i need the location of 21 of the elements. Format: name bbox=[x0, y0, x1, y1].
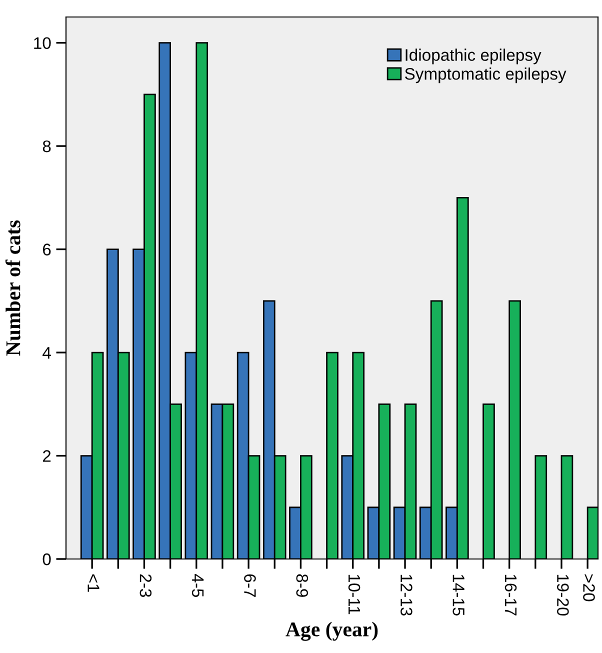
x-tick-label: 16-17 bbox=[504, 574, 517, 616]
x-tick-label: 6-7 bbox=[244, 574, 256, 597]
x-tick-label: 19-20 bbox=[557, 574, 569, 616]
x-tick-label: 12-13 bbox=[400, 574, 412, 616]
x-tick-label: <1 bbox=[88, 574, 100, 592]
y-tick-label: 2 bbox=[42, 450, 51, 462]
legend-label: Symptomatic epilepsy bbox=[404, 68, 566, 84]
x-tick-label: 4-5 bbox=[192, 574, 204, 597]
y-tick-label: 6 bbox=[42, 244, 51, 256]
y-tick-label: 10 bbox=[34, 37, 51, 50]
y-tick-label: 4 bbox=[42, 347, 51, 359]
x-tick-label: 14-15 bbox=[452, 574, 464, 616]
x-tick-label: 10-11 bbox=[348, 574, 360, 614]
x-tick-label: 8-9 bbox=[296, 574, 308, 597]
x-axis-title: Age (year) bbox=[286, 622, 378, 641]
x-tick-label: >20 bbox=[583, 574, 595, 602]
x-tick-label: 2-3 bbox=[140, 574, 152, 597]
y-tick-label: 0 bbox=[42, 553, 51, 566]
legend-label: Idiopathic epilepsy bbox=[406, 48, 542, 64]
y-tick-label: 8 bbox=[42, 140, 51, 152]
y-axis-title: Number of cats bbox=[5, 220, 20, 356]
